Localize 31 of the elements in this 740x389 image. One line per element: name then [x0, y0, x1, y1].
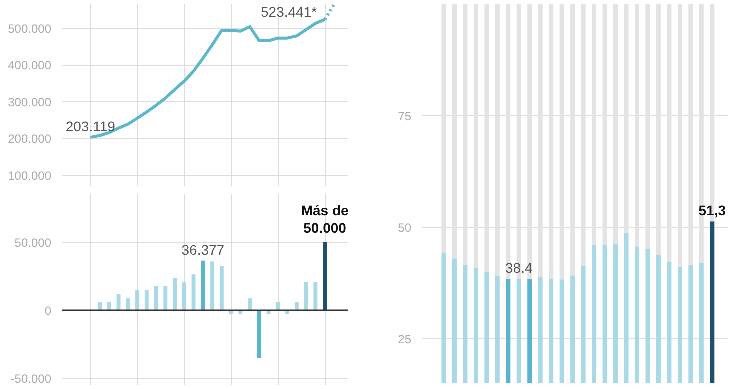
- data-label: 51,3: [698, 202, 726, 219]
- bar: [201, 260, 206, 310]
- bar: [220, 266, 224, 310]
- bar: [323, 242, 328, 310]
- y-tick-label: 50: [398, 220, 412, 235]
- y-tick-label: 75: [398, 109, 412, 124]
- bar: [248, 298, 252, 310]
- bar: [304, 282, 308, 310]
- y-tick-label: 100.000: [8, 168, 52, 183]
- y-tick-label: 400.000: [8, 58, 52, 73]
- bar: [136, 290, 140, 310]
- data-label: 36.377: [182, 242, 225, 258]
- bar: [210, 262, 214, 310]
- y-tick-label: 25: [398, 332, 412, 346]
- data-label: 203.119: [66, 118, 116, 135]
- bar: [126, 298, 130, 310]
- bar: [164, 286, 168, 310]
- y-tick-label: 300.000: [8, 95, 52, 110]
- bar: [257, 310, 262, 358]
- y-tick-label: 0: [44, 304, 52, 318]
- y-tick-label: 500.000: [8, 22, 52, 36]
- y-tick-label: 50.000: [14, 236, 52, 250]
- data-label: 523.441*: [261, 4, 318, 20]
- bar: [314, 282, 318, 310]
- data-label: Más de 50.000: [301, 202, 349, 236]
- bar: [173, 278, 177, 310]
- y-tick-label: 200.000: [8, 132, 52, 146]
- data-label: 38.4: [506, 260, 533, 276]
- y-tick-label: -50.000: [10, 372, 52, 386]
- bar: [144, 290, 149, 310]
- bar: [182, 282, 186, 310]
